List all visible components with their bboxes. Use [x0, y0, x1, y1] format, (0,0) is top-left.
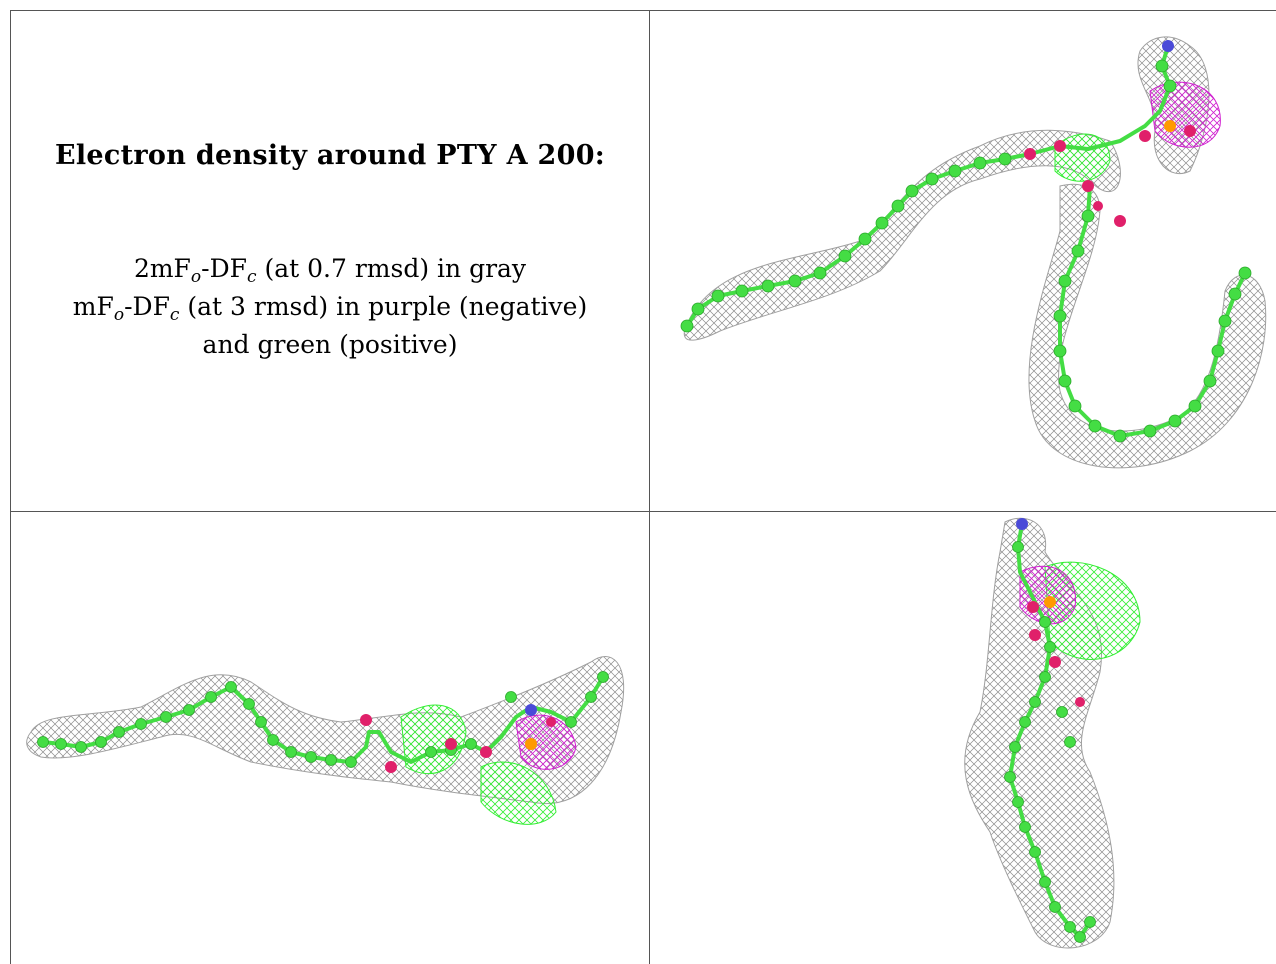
caption-cell: Electron density around PTY A 200: 2mFo-… — [12, 12, 648, 510]
carbon-atoms — [37, 671, 609, 768]
density-view-3 — [650, 512, 1276, 964]
carbon-chain-head — [1029, 45, 1172, 156]
caption-line-2fo-fc: 2mFo-DFc (at 0.7 rmsd) in gray — [133, 254, 527, 287]
nitrogen-atom — [1016, 518, 1028, 530]
density-view-1 — [650, 11, 1276, 511]
density-view-1-image — [680, 36, 1267, 469]
density-mesh-negative — [1149, 81, 1221, 148]
nitrogen-atom — [1162, 40, 1174, 52]
caption-line-fo-fc: mFo-DFc (at 3 rmsd) in purple (negative) — [72, 292, 588, 325]
oxygen-atoms — [1027, 601, 1085, 707]
density-mesh-positive-2 — [480, 761, 557, 825]
phosphorus-atom — [525, 738, 537, 750]
phosphorus-atom — [1044, 596, 1056, 608]
density-view-3-image — [964, 517, 1141, 949]
phosphorus-atom — [1164, 120, 1176, 132]
table-border-top — [10, 10, 1276, 11]
density-mesh-positive — [400, 704, 467, 775]
caption-title: Electron density around PTY A 200: — [54, 140, 606, 171]
caption-line-color-note: and green (positive) — [202, 330, 458, 359]
table-border-left — [10, 10, 11, 964]
nitrogen-atom — [525, 704, 537, 716]
carbon-atoms — [1004, 541, 1096, 943]
density-mesh-2fo-fc-tail — [1028, 183, 1267, 469]
density-mesh-2fo-fc — [26, 656, 625, 804]
table-divider-horizontal — [10, 511, 1276, 512]
oxygen-atoms — [1024, 125, 1196, 227]
table-divider-vertical — [649, 10, 650, 964]
oxygen-atoms — [360, 714, 556, 773]
density-view-2 — [11, 512, 649, 964]
density-mesh-negative — [515, 714, 577, 770]
carbon-atoms — [680, 59, 1252, 443]
density-view-2-image — [26, 656, 625, 825]
